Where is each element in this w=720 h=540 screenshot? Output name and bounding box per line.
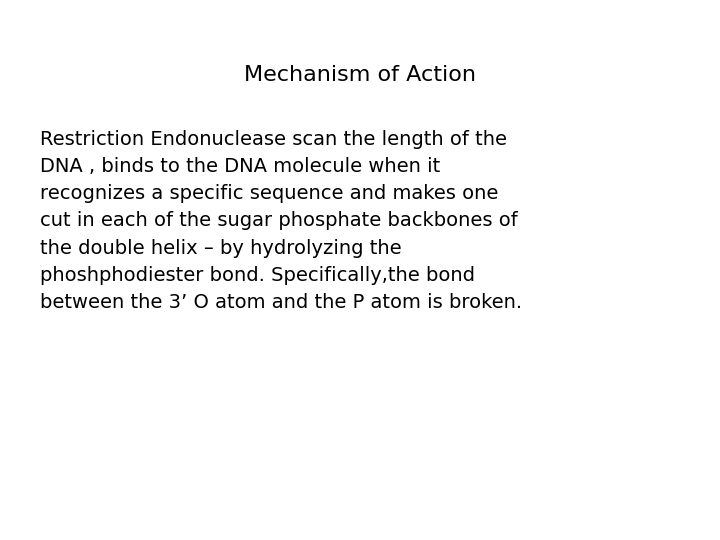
Text: Mechanism of Action: Mechanism of Action [244, 65, 476, 85]
Text: Restriction Endonuclease scan the length of the
DNA , binds to the DNA molecule : Restriction Endonuclease scan the length… [40, 130, 522, 312]
